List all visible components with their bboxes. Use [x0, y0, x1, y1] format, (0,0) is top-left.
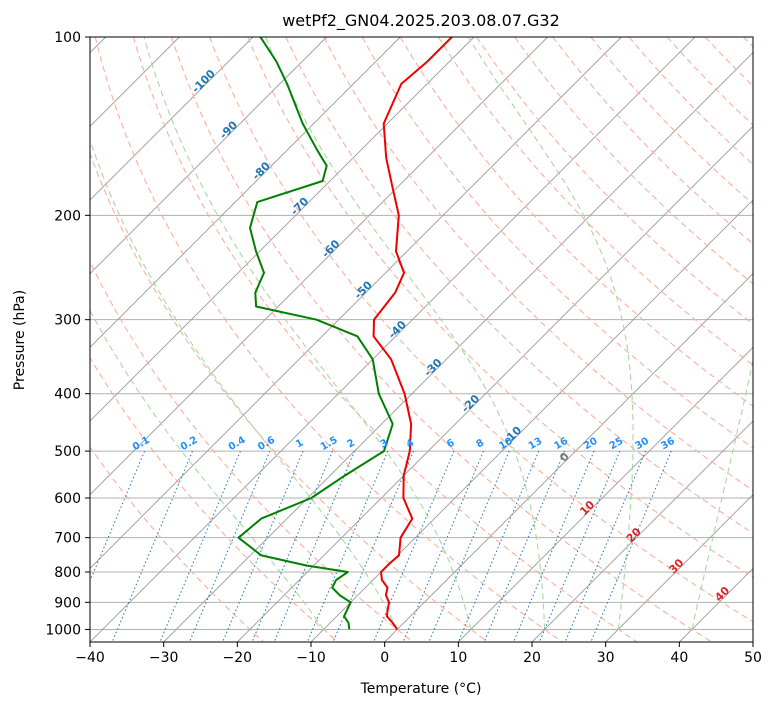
dry-adiabat-line: [94, 37, 563, 642]
isotherm-line: [384, 273, 753, 642]
y-tick-label: 900: [54, 595, 81, 611]
mixing-ratio-line: [483, 450, 565, 642]
mixing-ratio-line: [159, 450, 241, 642]
mixing-ratio-line: [428, 450, 510, 642]
dry-adiabat-line: [361, 37, 753, 449]
isotherm-line: [163, 52, 753, 642]
mixing-ratio-line: [457, 450, 540, 642]
dry-adiabat-line: [285, 37, 753, 535]
mixing-ratio-line: [564, 450, 647, 642]
y-tick-label: 200: [54, 208, 81, 224]
mixing-ratio-line: [590, 450, 672, 642]
dry-adiabat-line: [170, 37, 712, 642]
y-tick-label: 400: [54, 387, 81, 403]
x-axis-label: Temperature (°C): [360, 681, 482, 697]
y-axis-label: Pressure (hPa): [12, 290, 28, 390]
moist-adiabat-line: [143, 37, 472, 630]
isotherm-line: [90, 37, 548, 496]
dry-adiabat-line: [399, 37, 753, 407]
dewpoint-line: [237, 37, 394, 630]
mixing-ratio-line: [538, 450, 621, 642]
mixing-ratio-line: [402, 450, 484, 642]
y-tick-label: 600: [54, 491, 81, 507]
y-tick-label: 800: [54, 565, 81, 581]
isotherm-line: [90, 37, 254, 201]
mixing-ratio-line: [251, 450, 333, 642]
y-tick-label: 100: [54, 30, 81, 46]
x-tick-label: −40: [75, 650, 105, 666]
mixing-ratio-label: 2: [346, 437, 358, 450]
mixing-ratio-line: [513, 450, 595, 642]
x-tick-label: 10: [449, 650, 467, 666]
isotherm-line: [90, 37, 475, 422]
chart-title: wetPf2_GN04.2025.203.08.07.G32: [282, 11, 560, 31]
mixing-ratio-line: [111, 450, 193, 642]
mixing-ratio-line: [188, 450, 271, 642]
moist-adiabat-line: [265, 37, 546, 630]
dry-adiabat-line: [552, 37, 753, 245]
y-tick-label: 300: [54, 313, 81, 329]
y-tick-label: 1000: [45, 622, 81, 638]
dry-adiabat-line: [209, 37, 753, 623]
dry-adiabat-line: [90, 260, 414, 642]
x-tick-label: 20: [523, 650, 541, 666]
dry-adiabat-line: [437, 37, 753, 366]
isotherm-line: [458, 346, 753, 642]
isotherm-line: [90, 37, 327, 275]
background-lines: [90, 37, 753, 642]
mixing-ratio-label: 1: [294, 437, 306, 450]
isotherm-line: [237, 125, 753, 642]
dry-adiabat-line: [590, 37, 753, 205]
x-tick-label: 40: [670, 650, 688, 666]
dry-adiabat-line: [323, 37, 753, 492]
x-tick-label: −10: [296, 650, 326, 666]
isotherm-line: [90, 37, 622, 569]
x-tick-label: 30: [597, 650, 615, 666]
plot-frame: [89, 36, 754, 643]
y-tick-label: 500: [54, 444, 81, 460]
mixing-ratio-line: [222, 450, 304, 642]
mixing-ratio-line: [306, 450, 389, 642]
y-tick-label: 700: [54, 531, 81, 547]
moist-adiabat-line: [691, 358, 753, 630]
mixing-ratio-label: 4: [404, 437, 416, 450]
dry-adiabat-line: [90, 356, 339, 642]
profile-lines: [237, 37, 453, 630]
dry-adiabat-line: [132, 37, 638, 642]
x-tick-label: −30: [149, 650, 179, 666]
x-tick-label: −20: [223, 650, 253, 666]
isotherm-line: [531, 420, 753, 642]
x-axis: −40 −30 −20 −10 0 10 20 30 40 50: [75, 642, 762, 666]
moist-adiabat-line: [90, 309, 325, 630]
mixing-ratio-label: 3: [379, 437, 391, 450]
mixing-ratio-label: 6: [445, 437, 457, 450]
dry-adiabat-line: [90, 152, 488, 642]
x-tick-label: 50: [744, 650, 762, 666]
x-tick-label: 0: [380, 650, 389, 666]
isotherm-line: [90, 37, 696, 642]
y-axis: 100 200 300 400 500 600 700 800 900 1000: [45, 30, 90, 638]
moist-adiabat-line: [467, 37, 634, 630]
isotherm-line: [605, 494, 753, 642]
mixing-ratio-line: [273, 450, 356, 642]
dry-adiabat-line: [247, 37, 753, 578]
dry-adiabat-line: [90, 445, 264, 642]
temperature-line: [372, 37, 453, 630]
isotherm-line: [90, 37, 401, 348]
moist-adiabat-line: [90, 138, 398, 630]
mixing-ratio-label: 8: [474, 437, 486, 450]
